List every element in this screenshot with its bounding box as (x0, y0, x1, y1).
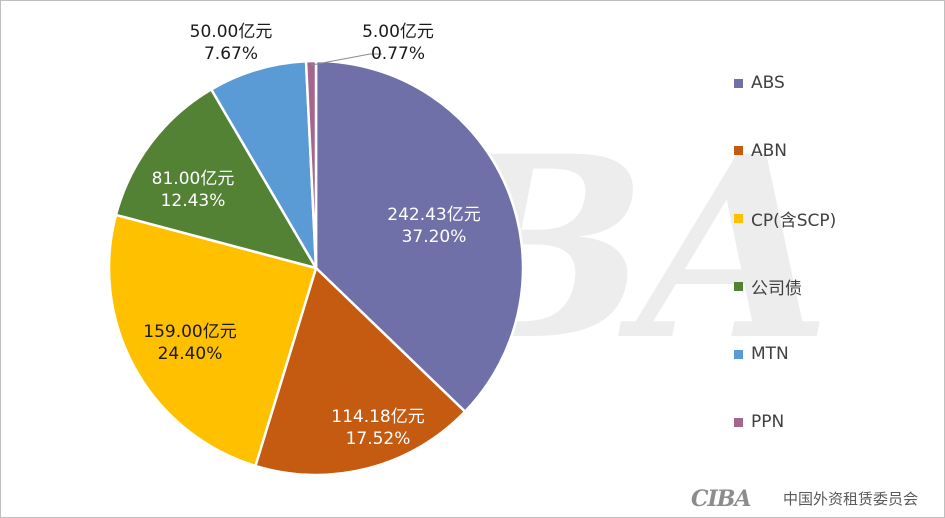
pie-slice-item (114, 88, 318, 270)
value-label-abn: 114.18亿元 (331, 407, 424, 427)
legend-label-ppn: PPN (751, 412, 785, 432)
legend-label-abs: ABS (751, 73, 785, 93)
value-label-abs: 242.43亿元 (387, 205, 480, 225)
ciba-logo-icon: CIBA (691, 487, 752, 509)
percent-label-item: 12.43% (161, 191, 226, 211)
legend-label-mtn: MTN (751, 344, 789, 365)
legend-item-abn: ABN (734, 139, 787, 163)
legend-swatch-ppn (734, 417, 743, 427)
pie-slices (107, 59, 525, 477)
footer: CIBA 中国外资租赁委员会 (691, 487, 918, 509)
percent-label-abs: 37.20% (402, 227, 467, 247)
value-label-item: 81.00亿元 (152, 169, 235, 189)
pie-slice-ppn (304, 59, 318, 270)
legend-item-mtn: MTN (734, 342, 789, 366)
legend-item-cp-scp: CP(含SCP) (734, 207, 836, 231)
legend-item-item: 公司债 (734, 274, 802, 299)
legend-swatch-item (734, 281, 743, 291)
legend-swatch-mtn (734, 349, 743, 359)
value-label-ppn: 5.00亿元 (362, 22, 434, 42)
legend-label-abn: ABN (751, 140, 788, 161)
percent-label-ppn: 0.77% (371, 44, 425, 64)
footer-logo-text: CIBA (691, 487, 751, 509)
legend-swatch-abs (734, 78, 743, 88)
legend-label-cp-scp: CP(含SCP) (751, 211, 837, 232)
leader-line-ppn (311, 53, 382, 66)
pie-slice-mtn (210, 59, 318, 270)
pie-slice-abn (254, 266, 467, 477)
legend-swatch-abn (734, 146, 743, 156)
legend-item-ppn: PPN (734, 410, 784, 434)
legend-item-abs: ABS (734, 71, 785, 95)
organization-name: 中国外资租赁委员会 (782, 489, 918, 508)
percent-label-mtn: 7.67% (204, 44, 258, 64)
legend-swatch-cp-scp (734, 214, 743, 224)
percent-label-cp-scp: 24.40% (158, 344, 223, 364)
value-label-mtn: 50.00亿元 (190, 22, 273, 42)
legend-label-item: 公司债 (751, 278, 802, 299)
percent-label-abn: 17.52% (346, 429, 411, 449)
pie-slice-abs (314, 59, 525, 413)
value-label-cp-scp: 159.00亿元 (143, 322, 236, 342)
leader-lines (311, 53, 382, 66)
pie-slice-cp-scp (107, 213, 318, 468)
